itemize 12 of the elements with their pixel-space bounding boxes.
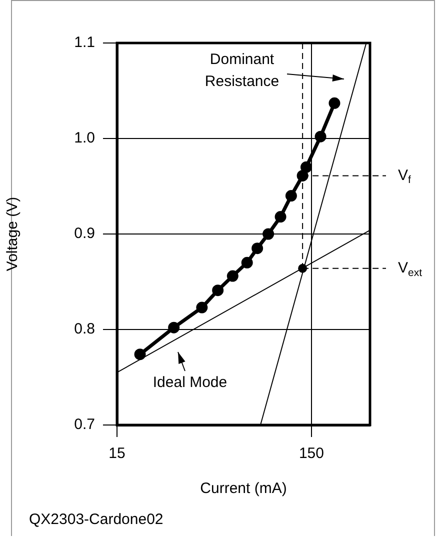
y-tick-label: 1.1 — [74, 34, 95, 52]
annotation: Dominant Resistance — [204, 51, 280, 90]
y-tick-label: 0.8 — [74, 320, 95, 338]
x-tick-label: 150 — [298, 445, 324, 462]
y-tick-label: 0.9 — [74, 225, 95, 242]
annotation: Ideal Mode — [152, 374, 228, 392]
x-tick-label: 15 — [108, 445, 126, 462]
text: QX2303-Cardone02 — [29, 511, 164, 528]
y-tick-label: 1.0 — [74, 130, 95, 147]
x-axis-title: Current (mA) — [200, 480, 287, 498]
y-axis-title: Voltage (V) — [4, 196, 22, 272]
y-tick-label: 0.7 — [74, 416, 95, 434]
